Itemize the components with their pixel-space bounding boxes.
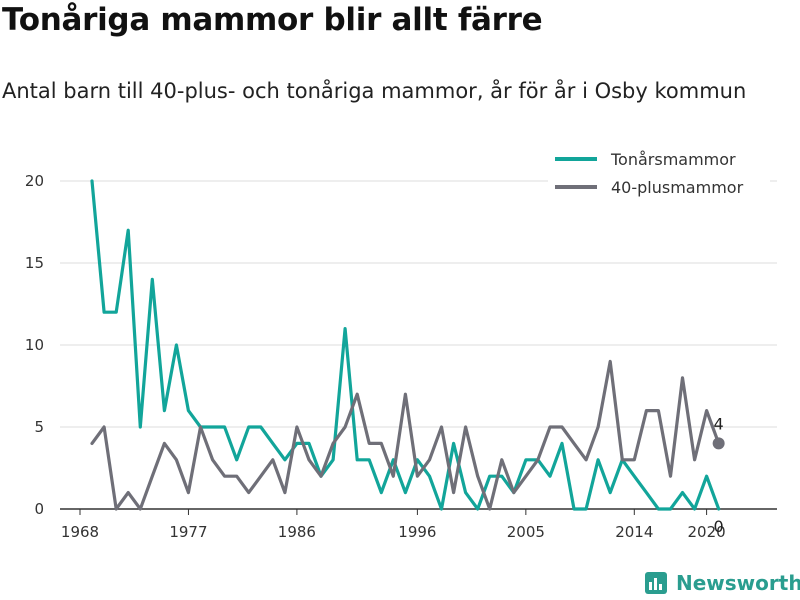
x-tick-label: 1996 [398, 523, 436, 541]
x-tick-label: 1968 [61, 523, 99, 541]
series-line-tonarsmammor [90, 179, 721, 511]
brand-name: Newsworthy [676, 571, 800, 595]
x-tick-label: 2020 [688, 523, 726, 541]
brand-logo: Newsworthy [644, 570, 800, 596]
chart-title: Tonåriga mammor blir allt färre [2, 2, 543, 38]
y-tick-label: 5 [34, 418, 44, 436]
end-label-tonarsmammor: 0 [714, 517, 724, 536]
x-tick-label: 2014 [615, 523, 653, 541]
end-label-40-plusmammor: 4 [714, 414, 724, 433]
x-tick-label: 1986 [278, 523, 316, 541]
y-tick-label: 0 [34, 500, 44, 518]
y-tick-label: 15 [25, 254, 44, 272]
legend-box [548, 146, 770, 204]
series-line-40-plusmammor [90, 359, 721, 511]
x-tick-label: 1977 [169, 523, 207, 541]
y-tick-label: 20 [25, 172, 44, 190]
legend-label: 40-plusmammor [611, 178, 744, 197]
chart-subtitle: Antal barn till 40-plus- och tonåriga ma… [2, 79, 747, 103]
x-tick-label: 2005 [507, 523, 545, 541]
legend-label: Tonårsmammor [610, 150, 736, 169]
newsworthy-logo-icon [645, 572, 667, 594]
end-marker-40-plusmammor [712, 437, 725, 450]
y-tick-label: 10 [25, 336, 44, 354]
